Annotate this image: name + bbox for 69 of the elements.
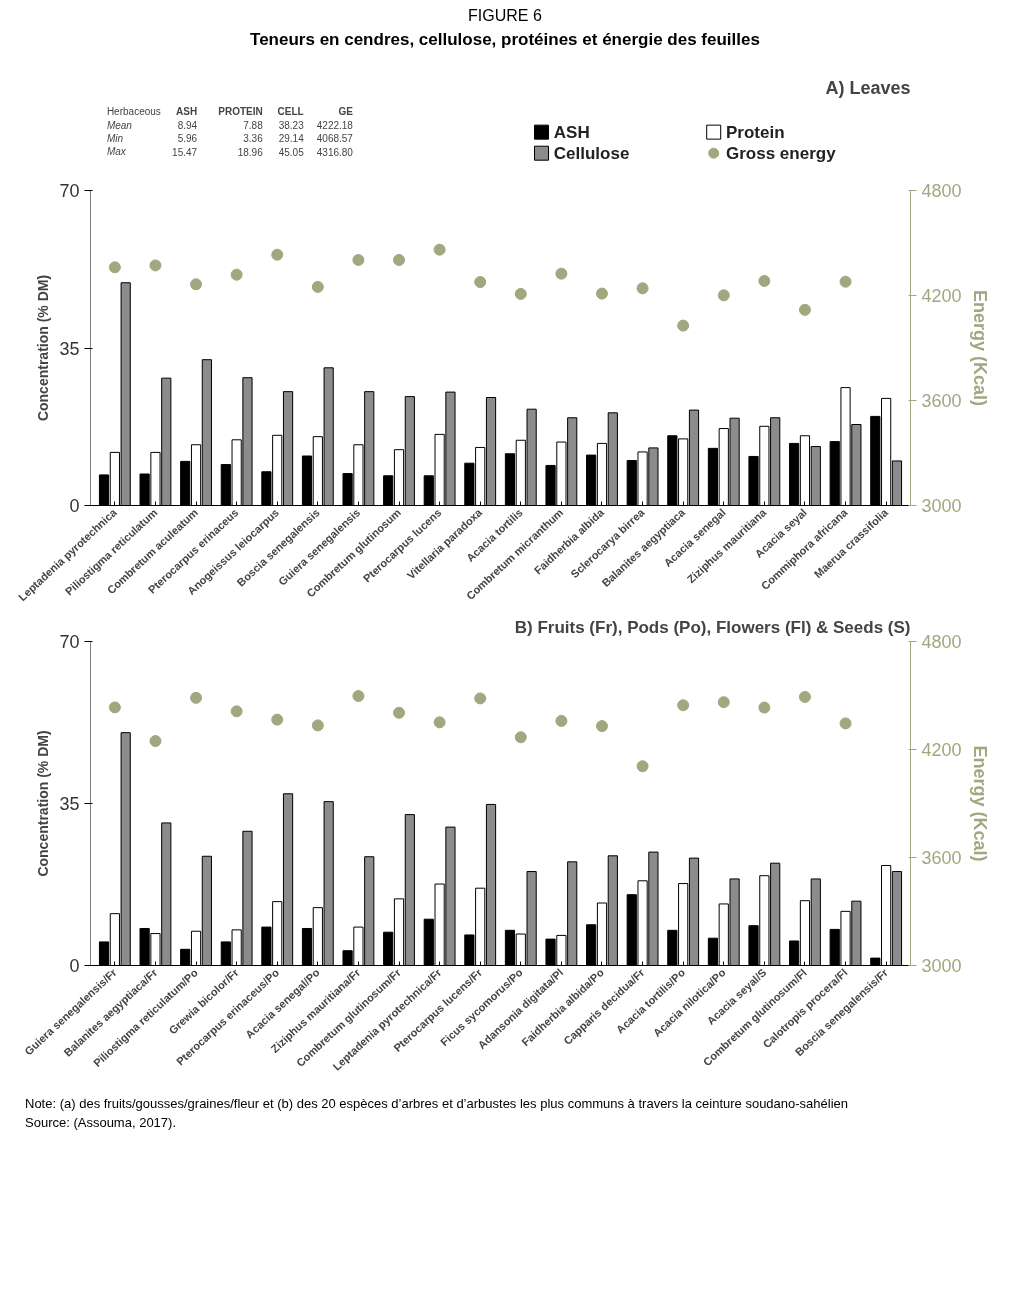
point <box>798 690 811 703</box>
text: Min 5.96 3.36 29.14 4068.57 <box>106 132 353 145</box>
point <box>595 287 608 300</box>
point <box>798 303 811 316</box>
y2-tick-label: 4200 <box>921 286 962 306</box>
chart-title: B) Fruits (Fr), Pods (Po), Flowers (Fl) & Seeds (S) <box>514 617 911 637</box>
y2-tick-label: 4200 <box>921 740 962 760</box>
legend-label: ASH <box>553 122 590 142</box>
y-tick-label: 35 <box>59 794 80 814</box>
point <box>758 274 771 287</box>
text: Teneurs en cendres, cellulose, protéines et énergie des feuilles <box>249 28 761 51</box>
y2-tick-label: 3000 <box>921 956 962 976</box>
point <box>514 731 527 744</box>
point <box>474 692 487 705</box>
text: Note: (a) des fruits/gousses/graines/fleur et (b) des 20 espèces d’arbres et d’arbustes les plus communs à travers la ceinture soudano-sahélien <box>25 1095 850 1113</box>
text: Herbaceous ASH PROTEIN CELL GE <box>106 106 353 118</box>
caption: FIGURE 6 <box>467 6 543 26</box>
point <box>149 735 162 748</box>
point <box>677 319 690 332</box>
point <box>758 701 771 714</box>
point <box>271 713 284 726</box>
point <box>839 717 852 730</box>
point <box>433 243 446 256</box>
y-tick-label: 0 <box>69 496 80 516</box>
point <box>717 696 730 709</box>
point <box>393 706 406 719</box>
y2-tick-label: 3600 <box>921 391 962 411</box>
point <box>555 714 568 727</box>
point <box>717 289 730 302</box>
point <box>352 253 365 266</box>
point <box>514 287 527 300</box>
legend-label: Cellulose <box>553 143 630 163</box>
point <box>230 268 243 281</box>
point <box>839 275 852 288</box>
y2-axis-title: Energy (Kcal) <box>969 745 990 862</box>
point <box>271 248 284 261</box>
point <box>190 278 203 291</box>
point <box>149 259 162 272</box>
point <box>190 691 203 704</box>
point <box>393 253 406 266</box>
y-tick-label: 70 <box>59 181 80 201</box>
text: Max 15.47 18.96 45.05 4316.80 <box>106 146 353 158</box>
point <box>433 716 446 729</box>
point <box>108 701 121 714</box>
point <box>677 699 690 712</box>
source-note: Source: (Assouma, 2017). <box>25 1113 178 1132</box>
y2-tick-label: 3600 <box>921 848 962 868</box>
y2-tick-label: 3000 <box>921 496 962 516</box>
point <box>595 720 608 733</box>
y2-tick-label: 4800 <box>921 632 962 652</box>
point <box>636 282 649 295</box>
legend-label: Gross energy <box>726 143 837 163</box>
point <box>108 261 121 274</box>
point <box>474 276 487 289</box>
y-tick-label: 70 <box>59 632 80 652</box>
point <box>230 705 243 718</box>
y2-tick-label: 4800 <box>921 181 962 201</box>
y-tick-label: 35 <box>59 338 80 359</box>
point <box>311 719 324 732</box>
y-axis-title: Concentration (% DM) <box>35 274 52 422</box>
chart-title: A) Leaves <box>825 77 911 98</box>
point <box>555 267 568 280</box>
legend-label: Protein <box>726 122 785 142</box>
point <box>636 760 649 773</box>
y-axis-title: Concentration (% DM) <box>35 730 52 877</box>
point <box>311 280 324 293</box>
y2-axis-title: Energy (Kcal) <box>969 289 990 407</box>
point <box>352 690 365 703</box>
text: Mean 8.94 7.88 38.23 4222.18 <box>106 119 353 132</box>
